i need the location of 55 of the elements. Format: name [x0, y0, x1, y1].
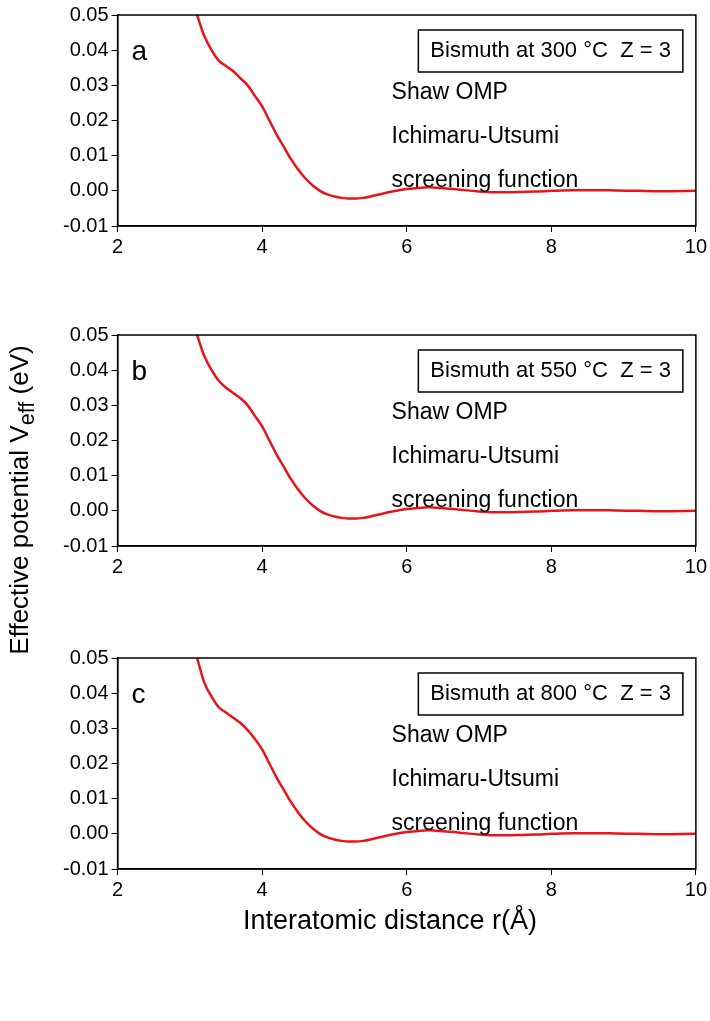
annotation: screening function: [391, 809, 579, 836]
annotation: b: [131, 354, 148, 386]
annotation: Ichimaru-Utsumi: [391, 122, 560, 149]
x-tick-label: 10: [684, 234, 707, 257]
y-tick-label: -0.01: [62, 856, 109, 879]
y-tick-label: 0.03: [69, 715, 109, 738]
x-tick-label: 8: [545, 234, 557, 257]
x-tick-label: 8: [545, 877, 557, 900]
y-tick-label: 0.02: [69, 428, 109, 451]
text: Bismuth at 300 °C Z = 3: [430, 37, 671, 63]
x-tick-label: 4: [256, 234, 268, 257]
x-tick-label: 10: [684, 554, 707, 577]
y-tick-label: 0.02: [69, 108, 109, 131]
annotation: a: [131, 34, 148, 66]
annotation: screening function: [391, 486, 579, 513]
line-series: [195, 658, 696, 843]
annotation: Shaw OMP: [391, 398, 508, 425]
y-tick-label: 0.01: [69, 463, 109, 486]
y-tick-label: 0.01: [69, 143, 109, 166]
annotation: Ichimaru-Utsumi: [391, 442, 560, 469]
y-tick-label: 0.05: [69, 2, 109, 25]
x-tick-label: 6: [401, 877, 413, 900]
x-tick-label: 6: [401, 234, 413, 257]
y-tick-label: 0.00: [69, 498, 109, 521]
x-tick-label: 2: [112, 234, 124, 257]
annotation: Shaw OMP: [391, 721, 508, 748]
y-tick-label: 0.03: [69, 72, 109, 95]
line-series: [195, 15, 696, 200]
y-tick-label: 0.00: [69, 821, 109, 844]
text: Bismuth at 550 °C Z = 3: [430, 357, 671, 383]
y-tick-label: 0.04: [69, 37, 109, 60]
annotation: screening function: [391, 166, 579, 193]
y-tick-label: 0.04: [69, 357, 109, 380]
x-tick-label: 6: [401, 554, 413, 577]
y-tick-label: 0.00: [69, 178, 109, 201]
x-tick-label: 4: [256, 554, 268, 577]
x-tick-label: 2: [112, 877, 124, 900]
y-tick-label: 0.02: [69, 751, 109, 774]
x-tick-label: 4: [256, 877, 268, 900]
annotation: Ichimaru-Utsumi: [391, 765, 560, 792]
y-tick-label: -0.01: [62, 533, 109, 556]
x-tick-label: 8: [545, 554, 557, 577]
y-tick-label: -0.01: [62, 213, 109, 236]
y-tick-label: 0.03: [69, 392, 109, 415]
annotation: c: [131, 677, 146, 709]
annotation: Shaw OMP: [391, 78, 508, 105]
y-tick-label: 0.04: [69, 680, 109, 703]
x-tick-label: 10: [684, 877, 707, 900]
y-tick-label: 0.05: [69, 322, 109, 345]
y-tick-label: 0.05: [69, 645, 109, 668]
text: Bismuth at 800 °C Z = 3: [430, 680, 671, 706]
line-series: [195, 335, 696, 520]
x-tick-label: 2: [112, 554, 124, 577]
y-tick-label: 0.01: [69, 786, 109, 809]
x-axis-title: Interatomic distance r(Å): [241, 905, 539, 936]
